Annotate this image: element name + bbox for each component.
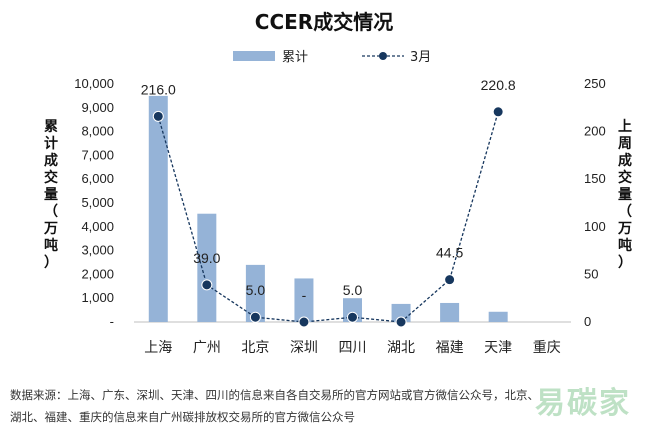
x-tick-label: 重庆 <box>533 340 561 356</box>
y2-axis-title-char: 上 <box>618 119 632 135</box>
chart: CCER成交情况 累计 3月 - 1,000 2,000 3,000 4,000 5,000… <box>43 10 632 356</box>
y2-axis-title-char: 万 <box>617 221 632 237</box>
bar-series <box>148 95 508 323</box>
y2-axis-title-char: 周 <box>618 136 632 152</box>
x-tick-label: 湖北 <box>387 340 415 356</box>
x-tick-label: 天津 <box>484 340 512 356</box>
data-label: - <box>302 287 307 303</box>
y-tick-label: 8,000 <box>81 124 114 139</box>
y2-axis-title-char: （ <box>618 204 632 220</box>
x-tick-label: 深圳 <box>290 340 318 356</box>
y-axis-title-char: 万 <box>43 221 58 237</box>
line-point <box>298 316 310 328</box>
y2-axis-title-char: 交 <box>618 169 632 186</box>
y2-tick-label: 200 <box>584 124 606 139</box>
y-axis-title-char: 累 <box>44 119 58 135</box>
legend-bar-label: 累计 <box>282 50 308 65</box>
data-label: 5.0 <box>343 282 363 298</box>
x-tick-label: 上海 <box>144 340 172 356</box>
y2-tick-label: 250 <box>584 76 606 91</box>
line-point <box>444 274 456 286</box>
y2-tick-label: 50 <box>584 266 598 281</box>
y-tick-label: 9,000 <box>81 100 114 115</box>
x-tick-label: 北京 <box>241 340 269 356</box>
y-axis-title-char: 吨 <box>44 237 58 254</box>
line-point <box>395 316 407 328</box>
y-axis-title-char: 量 <box>44 187 58 203</box>
x-tick-label: 四川 <box>339 340 367 356</box>
bar <box>440 302 460 322</box>
line-point <box>249 311 261 323</box>
y2-tick-label: 100 <box>584 219 606 234</box>
y-axis-title-char: ） <box>44 255 58 271</box>
y2-axis-title-char: 成 <box>618 152 632 169</box>
y-axis-title-char: 交 <box>44 169 58 186</box>
bar <box>148 95 168 323</box>
y2-axis-title-char: ） <box>618 255 632 271</box>
source-note: 数据来源：上海、广东、深圳、天津、四川的信息来自各自交易所的官方网站或官方微信公… <box>10 384 638 428</box>
legend: 累计 3月 <box>233 50 431 65</box>
y-tick-label: 2,000 <box>81 266 114 281</box>
y2-tick-label: 150 <box>584 171 606 186</box>
y2-tick-label: 0 <box>584 314 591 329</box>
y-axis-title-char: 计 <box>44 135 58 152</box>
data-label: 220.8 <box>481 77 516 93</box>
data-labels: 216.0 39.0 5.0 - 5.0 44.5 220.8 <box>141 77 516 303</box>
line-series <box>152 106 504 328</box>
bar <box>488 311 508 322</box>
y-tick-label: 3,000 <box>81 243 114 258</box>
line-point <box>152 110 164 122</box>
line-point <box>347 311 358 323</box>
line-point <box>201 279 213 291</box>
y-tick-label: 7,000 <box>81 147 114 162</box>
y2-axis-title-char: 吨 <box>618 237 632 254</box>
bar <box>245 264 265 322</box>
x-tick-label: 广州 <box>193 340 221 356</box>
y-tick-label: 4,000 <box>81 219 114 234</box>
axes: - 1,000 2,000 3,000 4,000 5,000 6,000 7,000 8,00… <box>43 76 632 356</box>
data-label: 44.5 <box>436 245 463 261</box>
data-label: 5.0 <box>246 282 266 298</box>
line-point <box>492 106 504 118</box>
x-tick-label: 福建 <box>436 340 464 356</box>
legend-line-label: 3月 <box>410 50 431 65</box>
bar <box>294 278 314 322</box>
source-line-2: 湖北、福建、重庆的信息来自广州碳排放权交易所的官方微信公众号 <box>10 410 355 424</box>
line-path <box>157 111 499 323</box>
y-tick-label: 5,000 <box>81 195 114 210</box>
y-axis-title-char: 成 <box>44 152 58 169</box>
bar <box>197 213 217 322</box>
data-label: 39.0 <box>193 250 220 266</box>
y-tick-label: 10,000 <box>74 76 114 91</box>
data-label: 216.0 <box>141 81 176 97</box>
y-tick-label: 6,000 <box>81 171 114 186</box>
y2-axis-title-char: 量 <box>618 187 632 203</box>
y-tick-label: - <box>110 314 114 329</box>
watermark-logo: 易碳家 <box>535 386 631 421</box>
chart-title: CCER成交情况 <box>255 10 393 34</box>
legend-bar-swatch <box>233 51 275 61</box>
y-axis-title-char: （ <box>44 204 58 220</box>
legend-line-marker <box>379 52 387 60</box>
source-line-1: 数据来源：上海、广东、深圳、天津、四川的信息来自各自交易所的官方网站或官方微信公… <box>10 388 539 402</box>
y-tick-label: 1,000 <box>81 290 114 305</box>
